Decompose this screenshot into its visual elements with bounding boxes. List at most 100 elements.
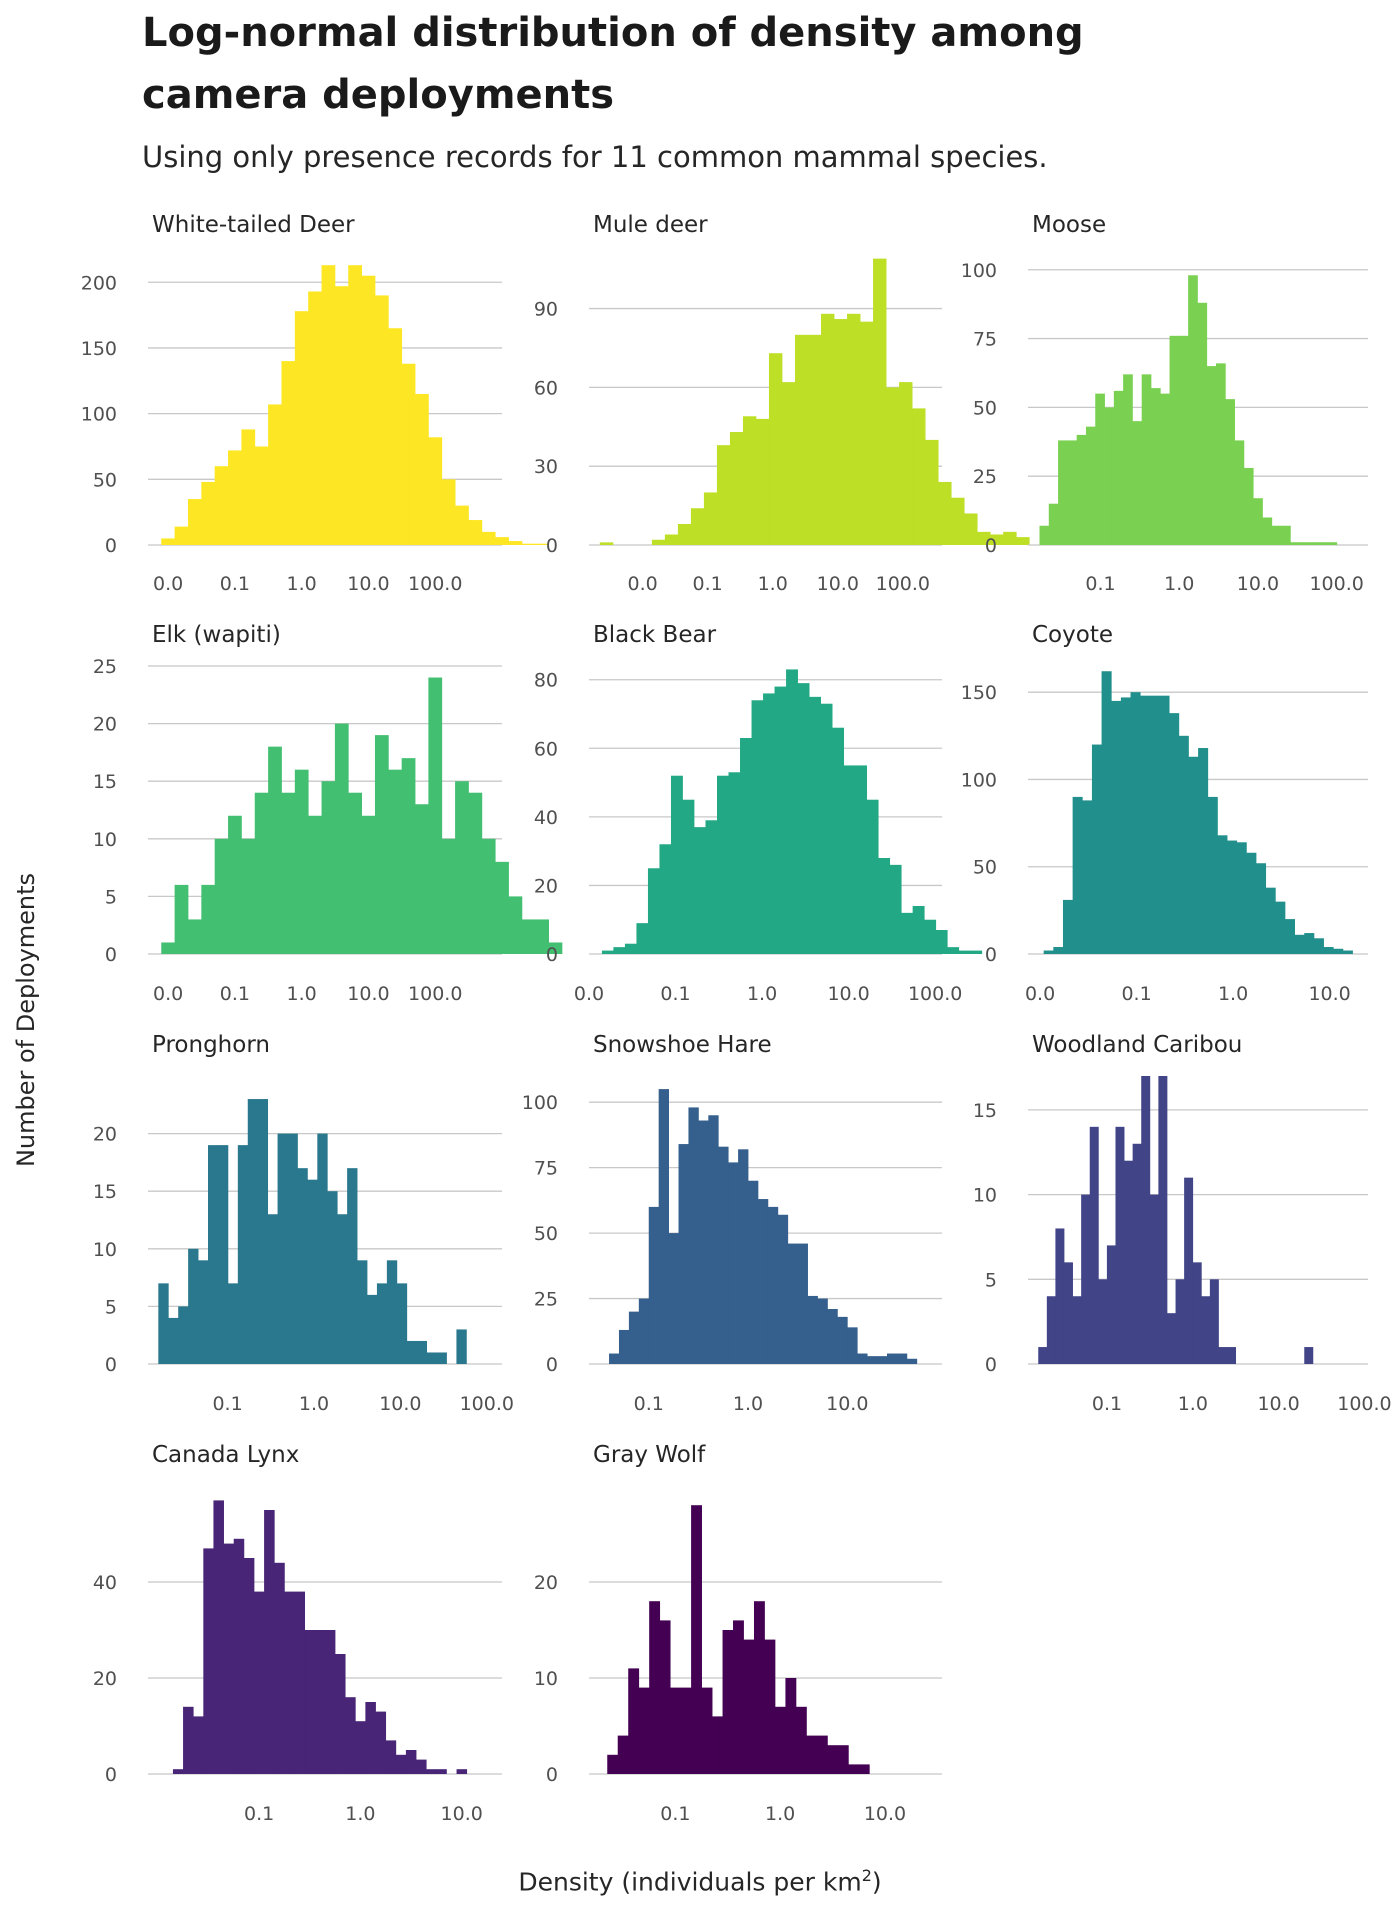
y-tick-label: 0: [985, 535, 997, 557]
histogram-bar: [1106, 1245, 1116, 1364]
histogram-bar: [324, 1630, 336, 1774]
x-tick-label: 1.0: [765, 1803, 795, 1825]
histogram-bar: [651, 539, 666, 545]
histogram-bar: [376, 1283, 388, 1364]
histogram-bar: [401, 758, 416, 954]
x-tick-label: 10.0: [1257, 1393, 1299, 1415]
y-tick-label: 25: [93, 656, 117, 678]
histogram-bar: [1201, 1296, 1211, 1364]
y-tick-label: 50: [973, 397, 997, 419]
histogram-bar: [609, 1353, 620, 1364]
histogram-bar: [935, 930, 948, 954]
histogram-bar: [718, 1146, 729, 1364]
histogram-bar: [751, 700, 764, 954]
histogram-bar: [659, 844, 672, 954]
histogram-bar: [1095, 393, 1105, 545]
histogram-bar: [401, 363, 416, 545]
histogram-bar: [743, 1639, 755, 1774]
y-tick-label: 0: [546, 1354, 558, 1376]
histogram-bar: [321, 781, 336, 954]
histogram-bar: [1149, 695, 1160, 954]
histogram-bar: [267, 1214, 278, 1364]
histogram-bar: [753, 1601, 765, 1774]
histogram-bar: [1072, 796, 1083, 954]
histogram-bar: [748, 1180, 759, 1364]
histogram-bar: [1141, 374, 1152, 545]
histogram-bar: [203, 1548, 214, 1774]
histogram-bar: [441, 479, 456, 545]
histogram-bar: [659, 1620, 671, 1774]
histogram-bar: [294, 1591, 306, 1774]
histogram-bar: [925, 439, 939, 545]
facet-panel: 0 25 50 75 100 0.1 1.0 10.0 100.0 Moose: [961, 212, 1368, 595]
histogram-bar: [277, 1133, 288, 1364]
histogram-bar: [677, 523, 692, 545]
histogram-bar: [1132, 421, 1143, 545]
histogram-bar: [809, 696, 821, 954]
facet-title: Woodland Caribou: [1032, 1032, 1242, 1058]
histogram-bar: [797, 683, 810, 954]
histogram-bar: [521, 919, 536, 954]
histogram-bar: [708, 1115, 719, 1364]
histogram-bar: [481, 838, 496, 954]
histogram-bar: [787, 1243, 799, 1364]
histogram-bar: [426, 1769, 437, 1774]
histogram-bar: [172, 1769, 184, 1774]
histogram-bar: [1082, 800, 1093, 954]
histogram-bar: [664, 534, 679, 545]
histogram-bar: [178, 1306, 189, 1364]
histogram-bar: [855, 765, 868, 954]
histogram-bar: [1115, 1126, 1125, 1364]
histogram-bar: [794, 334, 809, 545]
x-tick-label: 0.0: [627, 573, 657, 595]
histogram-bar: [703, 492, 718, 545]
x-tick-label: 0.1: [244, 1803, 274, 1825]
x-tick-label: 100.0: [408, 573, 462, 595]
histogram-bar: [405, 1750, 417, 1774]
histogram-bar: [648, 1206, 660, 1364]
histogram-bar: [345, 1697, 356, 1774]
histogram-bar: [738, 1149, 749, 1364]
histogram-bar: [481, 531, 496, 545]
histogram-bar: [628, 1668, 640, 1774]
histogram-bar: [670, 1687, 682, 1774]
histogram-bar: [1149, 1194, 1159, 1364]
x-tick-label: 10.0: [1308, 983, 1350, 1005]
histogram-bar: [860, 321, 874, 545]
histogram-bar: [1132, 1143, 1142, 1364]
x-tick-label: 10.0: [347, 573, 389, 595]
histogram-bar: [821, 313, 835, 545]
facet-panel: 0 20 40 60 80 0.0 0.1 1.0 10.0 100.0 Black Bear: [534, 622, 983, 1005]
histogram-bar: [1246, 852, 1257, 954]
histogram-bar: [495, 537, 509, 545]
histogram-bar: [701, 1687, 713, 1774]
chart-title: Log-normal distribution of density among…: [142, 10, 1084, 118]
histogram-bar: [456, 1329, 467, 1364]
histogram-bar: [1234, 440, 1245, 545]
y-tick-label: 0: [105, 944, 117, 966]
x-tick-label: 0.1: [1085, 573, 1115, 595]
y-tick-label: 10: [534, 1668, 558, 1690]
histogram-bar: [327, 1191, 338, 1364]
y-tick-label: 100: [522, 1092, 558, 1114]
histogram-bar: [228, 450, 242, 545]
histogram-bar: [618, 1329, 630, 1364]
x-tick-label: 10.0: [1237, 573, 1279, 595]
histogram-bar: [217, 1145, 229, 1364]
histogram-bar: [308, 291, 322, 545]
histogram-bar: [977, 531, 991, 545]
y-tick-label: 25: [973, 466, 997, 488]
histogram-bar: [857, 1353, 868, 1364]
histogram-bar: [161, 942, 176, 954]
histogram-bar: [214, 838, 229, 954]
histogram-bar: [847, 1327, 858, 1364]
x-tick-label: 100.0: [1309, 573, 1363, 595]
histogram-bar: [1141, 1076, 1151, 1364]
histogram-bar: [337, 1214, 348, 1364]
histogram-bar: [1184, 1177, 1194, 1364]
x-tick-label: 1.0: [758, 573, 788, 595]
histogram-bar: [187, 499, 202, 545]
histogram-bar: [1313, 938, 1324, 954]
histogram-bar: [347, 1168, 358, 1364]
histogram-bar: [1192, 1262, 1202, 1364]
